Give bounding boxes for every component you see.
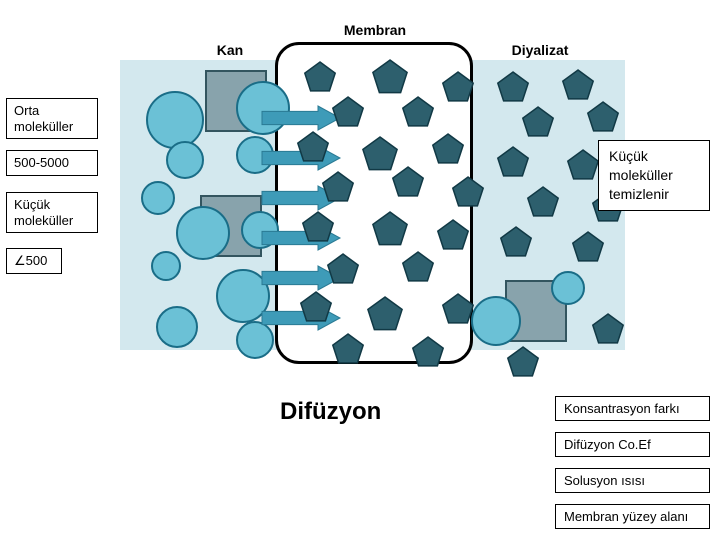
small-molecule-pentagon xyxy=(435,218,471,254)
side-label-orta: Orta moleküller xyxy=(6,98,98,139)
small-molecule-pentagon xyxy=(590,312,626,348)
small-molecule-pentagon xyxy=(520,105,556,141)
small-molecule-pentagon xyxy=(370,210,410,250)
result-label: Küçük moleküller temizlenir xyxy=(598,140,710,211)
small-molecule-pentagon xyxy=(400,95,436,131)
small-molecule-pentagon xyxy=(450,175,486,211)
process-title: Difüzyon xyxy=(280,398,381,426)
small-molecule-pentagon xyxy=(330,95,366,131)
factor-label-2: Solusyon ısısı xyxy=(555,468,710,493)
small-molecule-pentagon xyxy=(498,225,534,261)
small-molecule-pentagon xyxy=(295,130,331,166)
medium-molecule-circle xyxy=(550,270,586,306)
small-molecule-pentagon xyxy=(298,290,334,326)
header-label-diyalizat: Diyalizat xyxy=(490,42,590,58)
medium-molecule-circle xyxy=(140,180,176,216)
factor-label-0: Konsantrasyon farkı xyxy=(555,396,710,421)
small-molecule-pentagon xyxy=(410,335,446,371)
small-molecule-pentagon xyxy=(302,60,338,96)
small-molecule-pentagon xyxy=(440,70,476,106)
side-label-500_5000: 500-5000 xyxy=(6,150,98,176)
medium-molecule-circle xyxy=(165,140,205,180)
factor-label-1: Difüzyon Co.Ef xyxy=(555,432,710,457)
small-molecule-pentagon xyxy=(390,165,426,201)
medium-molecule-circle xyxy=(155,305,199,349)
small-molecule-pentagon xyxy=(300,210,336,246)
small-molecule-pentagon xyxy=(570,230,606,266)
small-molecule-pentagon xyxy=(585,100,621,136)
small-molecule-pentagon xyxy=(325,252,361,288)
small-molecule-pentagon xyxy=(495,145,531,181)
small-molecule-pentagon xyxy=(320,170,356,206)
small-molecule-pentagon xyxy=(365,295,405,335)
small-molecule-pentagon xyxy=(560,68,596,104)
small-molecule-pentagon xyxy=(430,132,466,168)
medium-molecule-circle xyxy=(150,250,182,282)
factor-label-3: Membran yüzey alanı xyxy=(555,504,710,529)
header-label-membran: Membran xyxy=(325,22,425,38)
small-molecule-pentagon xyxy=(525,185,561,221)
small-molecule-pentagon xyxy=(400,250,436,286)
small-molecule-pentagon xyxy=(370,58,410,98)
small-molecule-pentagon xyxy=(495,70,531,106)
small-molecule-pentagon xyxy=(440,292,476,328)
diagram-stage: Membran Kan Diyalizat xyxy=(120,40,625,370)
small-molecule-pentagon xyxy=(505,345,541,381)
medium-molecule-circle xyxy=(175,205,231,261)
small-molecule-pentagon xyxy=(330,332,366,368)
medium-molecule-circle xyxy=(470,295,522,347)
side-label-kucuk: Küçük moleküller xyxy=(6,192,98,233)
header-label-kan: Kan xyxy=(180,42,280,58)
small-molecule-pentagon xyxy=(565,148,601,184)
side-label-lt500: ∠500 xyxy=(6,248,62,274)
